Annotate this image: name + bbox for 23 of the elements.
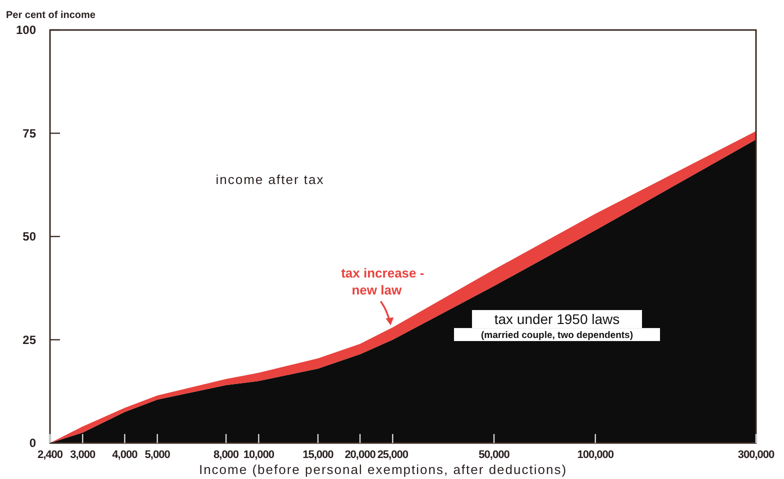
y-tick-label: 25: [22, 332, 36, 347]
y-tick-label: 0: [29, 436, 36, 450]
x-tick-label: 8,000: [214, 449, 239, 461]
x-tick-label: 15,000: [302, 449, 334, 461]
series-label: tax under 1950 laws: [494, 311, 620, 328]
y-tick-label: 100: [16, 23, 36, 37]
x-tick-label: 300,000: [738, 449, 775, 461]
x-tick-label: 4,000: [112, 449, 138, 461]
y-tick-label: 50: [22, 230, 36, 244]
y-tick-label: 75: [22, 126, 36, 140]
y-axis-title: Per cent of income: [6, 10, 96, 21]
x-tick-label: 2,400: [37, 449, 63, 461]
annotation: (married couple, two dependents): [480, 330, 634, 342]
series-label: tax increase - new law: [341, 265, 424, 298]
annotation: income after tax: [216, 172, 324, 187]
x-tick-label: 10,000: [243, 449, 274, 461]
x-tick-label: 20,000: [344, 449, 376, 461]
x-tick-label: 3,000: [70, 449, 96, 461]
x-tick-label: 50,000: [478, 449, 510, 461]
x-tick-label: 5,000: [144, 449, 170, 461]
x-tick-label: 100,000: [577, 449, 614, 461]
x-tick-label: 25,000: [377, 449, 408, 461]
x-axis-title: Income (before personal exemptions, after deductions): [198, 462, 568, 477]
